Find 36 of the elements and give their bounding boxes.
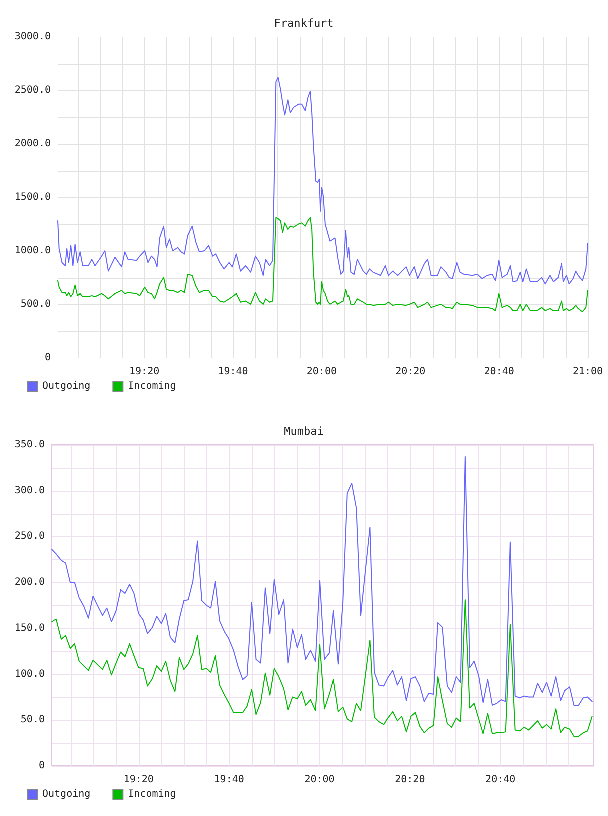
y-tick-label: 250.0 bbox=[14, 531, 45, 542]
y-tick-label: 3000.0 bbox=[14, 32, 51, 42]
x-tick-label: 19:20 bbox=[124, 774, 154, 786]
y-tick-label: 50.0 bbox=[20, 714, 45, 726]
y-tick-label: 150.0 bbox=[14, 622, 45, 634]
y-tick-label: 0 bbox=[38, 760, 45, 772]
y-tick-label: 1000.0 bbox=[14, 246, 51, 256]
line-series bbox=[52, 599, 593, 738]
x-tick-label: 19:20 bbox=[129, 366, 160, 378]
y-tick-label: 1500.0 bbox=[14, 192, 51, 203]
legend-label: Outgoing bbox=[42, 381, 91, 392]
line-series bbox=[58, 77, 588, 285]
line-series bbox=[58, 217, 588, 312]
y-tick-label: 300.0 bbox=[14, 485, 45, 496]
x-tick-label: 20:00 bbox=[304, 774, 335, 786]
chart-title: Frankfurt bbox=[274, 17, 334, 30]
line-series bbox=[52, 456, 593, 706]
x-tick-label: 20:40 bbox=[484, 366, 514, 378]
x-tick-label: 20:40 bbox=[486, 774, 516, 786]
legend-label: Incoming bbox=[128, 381, 176, 392]
x-tick-label: 21:00 bbox=[572, 366, 604, 378]
y-tick-label: 350.0 bbox=[14, 440, 45, 450]
legend-label: Outgoing bbox=[42, 789, 91, 800]
y-tick-label: 2000.0 bbox=[14, 138, 51, 150]
legend-label: Incoming bbox=[128, 789, 176, 800]
y-tick-label: 2500.0 bbox=[14, 85, 51, 96]
y-tick-label: 200.0 bbox=[14, 577, 45, 588]
x-tick-label: 19:40 bbox=[214, 774, 244, 786]
x-tick-label: 20:20 bbox=[395, 774, 426, 786]
x-tick-label: 19:40 bbox=[218, 366, 248, 378]
y-tick-label: 0 bbox=[44, 352, 51, 364]
y-tick-label: 100.0 bbox=[14, 668, 45, 680]
x-tick-label: 20:20 bbox=[396, 366, 426, 378]
y-tick-label: 500.0 bbox=[20, 299, 51, 310]
x-tick-label: 20:00 bbox=[306, 366, 337, 378]
chart-title: Mumbai bbox=[284, 425, 324, 438]
